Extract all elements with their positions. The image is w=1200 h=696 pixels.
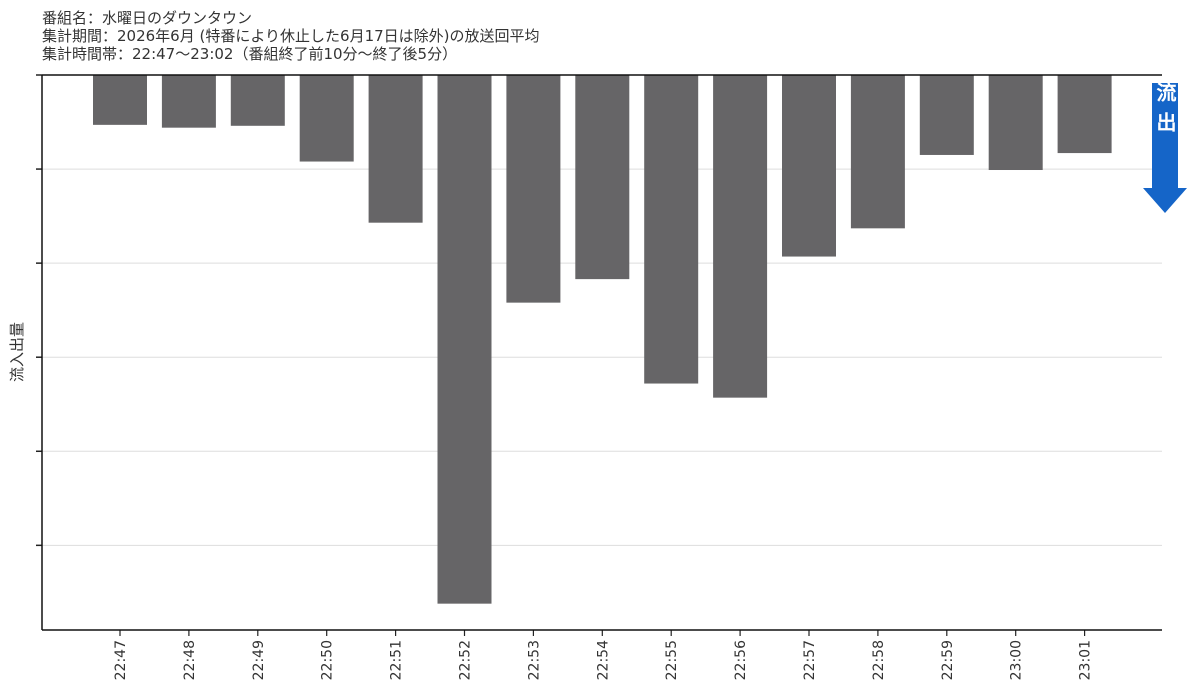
bar: [93, 75, 147, 125]
x-tick-label: 22:50: [320, 640, 336, 680]
x-tick-label: 22:52: [458, 640, 474, 680]
annotation: 流出: [1153, 81, 1177, 142]
bar: [919, 75, 974, 155]
x-tick-label: 22:54: [595, 640, 611, 680]
x-tick-label: 22:59: [940, 640, 956, 680]
bar: [713, 75, 768, 398]
bar: [161, 75, 216, 128]
bar: [575, 75, 630, 280]
bar: [506, 75, 561, 303]
y-axis-label: 流入出量: [8, 322, 26, 382]
x-tick-label: 22:55: [664, 640, 680, 680]
x-tick-label: 23:00: [1009, 640, 1025, 680]
x-tick-label: 22:58: [871, 640, 887, 680]
x-tick-label: 22:51: [389, 640, 405, 680]
x-tick-label: 22:53: [526, 640, 542, 680]
x-tick-label: 22:57: [802, 640, 818, 680]
x-tick-label: 22:47: [113, 640, 129, 680]
outflow-arrow: [1143, 83, 1187, 213]
bar: [368, 75, 423, 223]
x-tick-label: 23:01: [1078, 640, 1094, 680]
bar: [230, 75, 285, 126]
title-line: 集計時間帯：22:47〜23:02（番組終了前10分〜終了後5分）: [42, 45, 457, 63]
bar: [299, 75, 354, 162]
bar: [782, 75, 836, 257]
bar: [644, 75, 699, 384]
title-line: 集計期間：2026年6月 (特番により休止した6月17日は除外)の放送回平均: [42, 27, 540, 45]
x-tick-label: 22:49: [251, 640, 267, 680]
bar: [850, 75, 905, 229]
bar: [437, 75, 492, 604]
bar: [988, 75, 1043, 171]
title-line: 番組名：水曜日のダウンタウン: [42, 9, 252, 27]
bar: [1057, 75, 1112, 154]
x-tick-label: 22:56: [733, 640, 749, 680]
x-tick-label: 22:48: [182, 640, 198, 680]
